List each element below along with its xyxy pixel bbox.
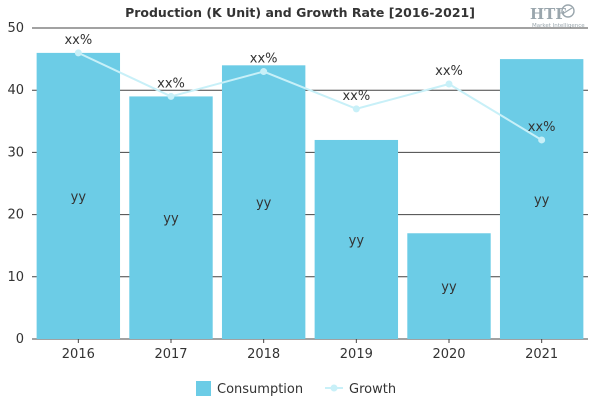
legend: Consumption Growth <box>196 381 396 397</box>
line-labels: xx% xx% xx% xx% xx% xx% <box>64 33 555 135</box>
bar[interactable] <box>221 65 306 339</box>
x-tick-label: 2020 <box>432 347 465 362</box>
legend-label-consumption: Consumption <box>217 382 303 397</box>
line-point[interactable] <box>74 49 82 57</box>
y-tick-label: 0 <box>16 332 24 347</box>
bar-data-label: yy <box>256 196 272 211</box>
bar[interactable] <box>129 96 213 339</box>
bar-data-label: yy <box>163 212 179 227</box>
line-point[interactable] <box>538 136 546 144</box>
gridlines <box>32 27 588 340</box>
line-point[interactable] <box>445 80 453 88</box>
bar-labels: yy yy yy yy yy yy <box>71 190 550 295</box>
bar-data-label: yy <box>534 193 550 208</box>
chart-title: Production (K Unit) and Growth Rate [201… <box>125 5 475 20</box>
line-point[interactable] <box>167 92 175 100</box>
line-series <box>74 49 546 144</box>
bar-series <box>36 52 584 339</box>
line-data-label: xx% <box>435 64 463 79</box>
y-tick-label: 20 <box>7 208 24 223</box>
y-tick-label: 50 <box>7 21 24 36</box>
legend-label-growth: Growth <box>349 382 396 397</box>
x-tick-label: 2019 <box>340 347 373 362</box>
bar-data-label: yy <box>349 233 365 248</box>
growth-line <box>77 51 543 141</box>
line-data-label: xx% <box>157 76 185 91</box>
bar-data-label: yy <box>71 190 87 205</box>
y-axis: 0 10 20 30 40 50 <box>7 21 24 347</box>
line-point[interactable] <box>260 68 268 76</box>
bar[interactable] <box>499 59 584 339</box>
y-tick-label: 10 <box>7 270 24 285</box>
x-tick-label: 2018 <box>247 347 280 362</box>
line-data-label: xx% <box>64 33 92 48</box>
line-point[interactable] <box>352 105 360 113</box>
svg-text:Market Intelligence: Market Intelligence <box>532 23 585 29</box>
y-tick-label: 30 <box>7 145 24 160</box>
line-data-label: xx% <box>250 52 278 67</box>
bar[interactable] <box>314 139 399 339</box>
x-tick-label: 2017 <box>154 347 187 362</box>
legend-item-growth[interactable]: Growth <box>325 382 396 397</box>
watermark-logo: HTF Market Intelligence <box>530 4 585 29</box>
legend-item-consumption[interactable]: Consumption <box>196 381 303 397</box>
legend-swatch-consumption <box>196 381 211 396</box>
svg-text:HTF: HTF <box>530 5 566 23</box>
line-data-label: xx% <box>342 89 370 104</box>
x-tick-label: 2016 <box>62 347 95 362</box>
bar[interactable] <box>407 233 491 339</box>
bar-data-label: yy <box>441 280 457 295</box>
x-tick-label: 2021 <box>525 347 558 362</box>
y-tick-label: 40 <box>7 83 24 98</box>
line-data-label: xx% <box>528 120 556 135</box>
x-axis: 2016 2017 2018 2019 2020 2021 <box>62 339 558 362</box>
legend-swatch-growth-dot <box>330 384 338 392</box>
bar[interactable] <box>36 52 121 339</box>
